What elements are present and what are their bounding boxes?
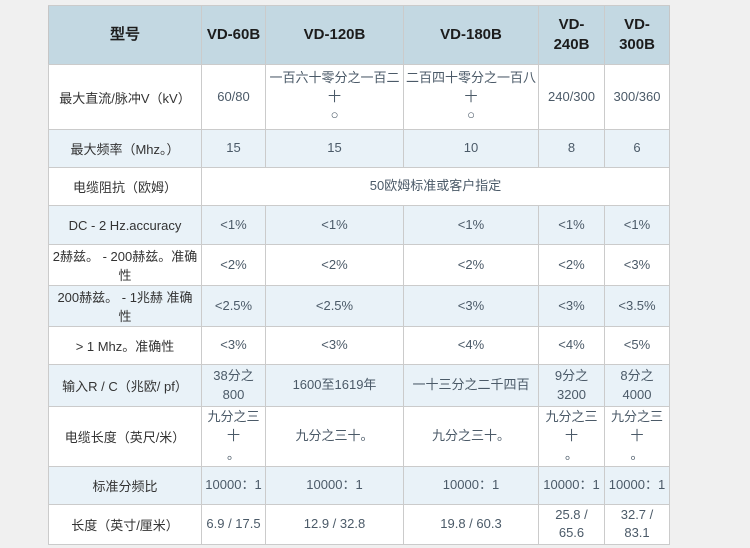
spec-value: 10000：1 bbox=[265, 465, 404, 505]
spec-value: <3% bbox=[201, 326, 266, 365]
row-label: 电缆阻抗（欧姆） bbox=[48, 167, 202, 206]
spec-value: 10 bbox=[403, 129, 539, 168]
spec-value: 25.8 / 65.6 bbox=[538, 503, 605, 546]
spec-value: <2% bbox=[201, 244, 266, 286]
spec-value: 10000：1 bbox=[604, 465, 670, 505]
row-label: 长度（英寸/厘米） bbox=[48, 503, 202, 546]
spec-value: 6 bbox=[604, 129, 670, 168]
spec-value: 15 bbox=[265, 129, 404, 168]
spec-value: 九分之三十 。 bbox=[604, 406, 670, 467]
spec-value: 15 bbox=[201, 129, 266, 168]
spec-value: 一百六十零分之一百二十 ○ bbox=[265, 64, 404, 130]
spec-value: 1600至1619年 bbox=[265, 364, 404, 407]
spec-value: <2% bbox=[538, 244, 605, 286]
row-label: 最大直流/脉冲V（kV） bbox=[48, 64, 202, 130]
spec-value: <2% bbox=[265, 244, 404, 286]
spec-table-body: 最大直流/脉冲V（kV） 60/80 一百六十零分之一百二十 ○ 二百四十零分之一百八… bbox=[48, 64, 670, 546]
column-header-model: VD-180B bbox=[403, 5, 539, 65]
table-header-row: 型号 VD-60B VD-120B VD-180B VD-240B VD-300B bbox=[48, 5, 670, 65]
spec-value: <4% bbox=[538, 326, 605, 365]
spec-value: <1% bbox=[403, 205, 539, 245]
row-label: 输入R / C（兆欧/ pf） bbox=[48, 364, 202, 407]
spec-value: 300/360 bbox=[604, 64, 670, 130]
spec-value: 九分之三十。 bbox=[265, 406, 404, 467]
spec-row: 输入R / C（兆欧/ pf） 38分之800 1600至1619年 一十三分之二千四… bbox=[48, 364, 670, 407]
spec-value: <3% bbox=[265, 326, 404, 365]
spec-value: 一十三分之二千四百 bbox=[403, 364, 539, 407]
spec-value: 38分之800 bbox=[201, 364, 266, 407]
spec-value: 19.8 / 60.3 bbox=[403, 503, 539, 546]
spec-value: <3.5% bbox=[604, 285, 670, 327]
spec-value: <4% bbox=[403, 326, 539, 365]
spec-row: > 1 Mhz。准确性 <3% <3% <4% <4% <5% bbox=[48, 326, 670, 365]
spec-value: <1% bbox=[604, 205, 670, 245]
spec-value: 10000：1 bbox=[201, 465, 266, 505]
row-label: 最大频率（Mhz。） bbox=[48, 129, 202, 168]
spec-value: 九分之三十。 bbox=[403, 406, 539, 467]
row-label: DC - 2 Hz.accuracy bbox=[48, 205, 202, 245]
spec-row: 最大频率（Mhz。） 15 15 10 8 6 bbox=[48, 129, 670, 168]
spec-value: 6.9 / 17.5 bbox=[201, 503, 266, 546]
row-label: > 1 Mhz。准确性 bbox=[48, 326, 202, 365]
spec-row: 最大直流/脉冲V（kV） 60/80 一百六十零分之一百二十 ○ 二百四十零分之一百八… bbox=[48, 64, 670, 130]
spec-value: 240/300 bbox=[538, 64, 605, 130]
spec-row: DC - 2 Hz.accuracy <1% <1% <1% <1% <1% bbox=[48, 205, 670, 245]
spec-row: 长度（英寸/厘米） 6.9 / 17.5 12.9 / 32.8 19.8 / 60.… bbox=[48, 503, 670, 546]
spec-value: <2.5% bbox=[201, 285, 266, 327]
row-label: 标准分频比 bbox=[48, 465, 202, 505]
spec-value: <1% bbox=[265, 205, 404, 245]
spec-value: <2.5% bbox=[265, 285, 404, 327]
spec-value-span: 50欧姆标准或客户指定 bbox=[201, 167, 670, 206]
spec-row: 电缆阻抗（欧姆） 50欧姆标准或客户指定 bbox=[48, 167, 670, 206]
spec-value: 九分之三十 。 bbox=[538, 406, 605, 467]
spec-row: 电缆长度（英尺/米） 九分之三十 。九分之三十。 九分之三十。 九分之三十 。九分之三… bbox=[48, 406, 670, 467]
spec-value: <3% bbox=[538, 285, 605, 327]
column-header-model: VD-300B bbox=[604, 5, 670, 65]
spec-value: 9分之3200 bbox=[538, 364, 605, 407]
spec-value: 九分之三十 。 bbox=[201, 406, 266, 467]
spec-value: <3% bbox=[604, 244, 670, 286]
spec-value: 8 bbox=[538, 129, 605, 168]
column-header-model: VD-60B bbox=[201, 5, 266, 65]
spec-value: <1% bbox=[201, 205, 266, 245]
column-header-model: VD-240B bbox=[538, 5, 605, 65]
spec-row: 标准分频比 10000：1 10000：1 10000：1 10000：1 10000：1 bbox=[48, 465, 670, 505]
spec-value: 10000：1 bbox=[403, 465, 539, 505]
row-label: 2赫兹。 - 200赫兹。准确性 bbox=[48, 244, 202, 286]
column-header-model-label: 型号 bbox=[48, 5, 202, 65]
spec-value: 二百四十零分之一百八十 ○ bbox=[403, 64, 539, 130]
spec-value: 32.7 / 83.1 bbox=[604, 503, 670, 546]
spec-value: <1% bbox=[538, 205, 605, 245]
spec-value: 60/80 bbox=[201, 64, 266, 130]
spec-value: <2% bbox=[403, 244, 539, 286]
spec-row: 2赫兹。 - 200赫兹。准确性 <2% <2% <2% <2% <3% bbox=[48, 244, 670, 286]
row-label: 电缆长度（英尺/米） bbox=[48, 406, 202, 467]
spec-value: 8分之4000 bbox=[604, 364, 670, 407]
spec-table: 型号 VD-60B VD-120B VD-180B VD-240B VD-300B 最大… bbox=[48, 5, 670, 546]
spec-value: <3% bbox=[403, 285, 539, 327]
spec-value: 12.9 / 32.8 bbox=[265, 503, 404, 546]
spec-value: <5% bbox=[604, 326, 670, 365]
column-header-model: VD-120B bbox=[265, 5, 404, 65]
spec-row: 200赫兹。 - 1兆赫 准确性 <2.5% <2.5% <3% <3% <3.5% bbox=[48, 285, 670, 327]
row-label: 200赫兹。 - 1兆赫 准确性 bbox=[48, 285, 202, 327]
spec-value: 10000：1 bbox=[538, 465, 605, 505]
